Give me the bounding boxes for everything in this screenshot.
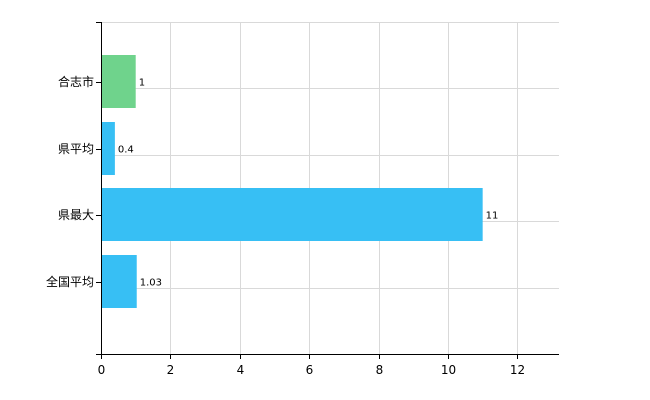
bar-4 — [102, 255, 137, 308]
bars — [102, 55, 483, 308]
axes — [96, 22, 559, 359]
y-tick-label-3: 県最大 — [58, 208, 94, 222]
bar-1 — [102, 55, 136, 108]
x-tick-label-4: 8 — [376, 363, 384, 377]
bar-3 — [102, 188, 483, 241]
labels: 1 合志市 0.4 県平均 11 県最大 1.03 全国平均 0 2 4 6 8 10 12 — [46, 74, 525, 377]
x-tick-label-5: 10 — [441, 363, 456, 377]
x-tick-label-6: 12 — [510, 363, 525, 377]
x-tick-label-0: 0 — [98, 363, 106, 377]
data-label-2: 0.4 — [118, 145, 134, 156]
y-tick-label-1: 合志市 — [58, 74, 94, 89]
x-tick-label-1: 2 — [167, 363, 175, 377]
y-tick-label-2: 県平均 — [58, 142, 94, 156]
x-tick-label-2: 4 — [237, 363, 245, 377]
y-tick-label-4: 全国平均 — [46, 274, 94, 289]
data-label-4: 1.03 — [140, 278, 162, 289]
bar-2 — [102, 122, 115, 175]
data-label-3: 11 — [486, 211, 499, 222]
x-tick-label-3: 6 — [306, 363, 314, 377]
data-label-1: 1 — [139, 78, 145, 89]
